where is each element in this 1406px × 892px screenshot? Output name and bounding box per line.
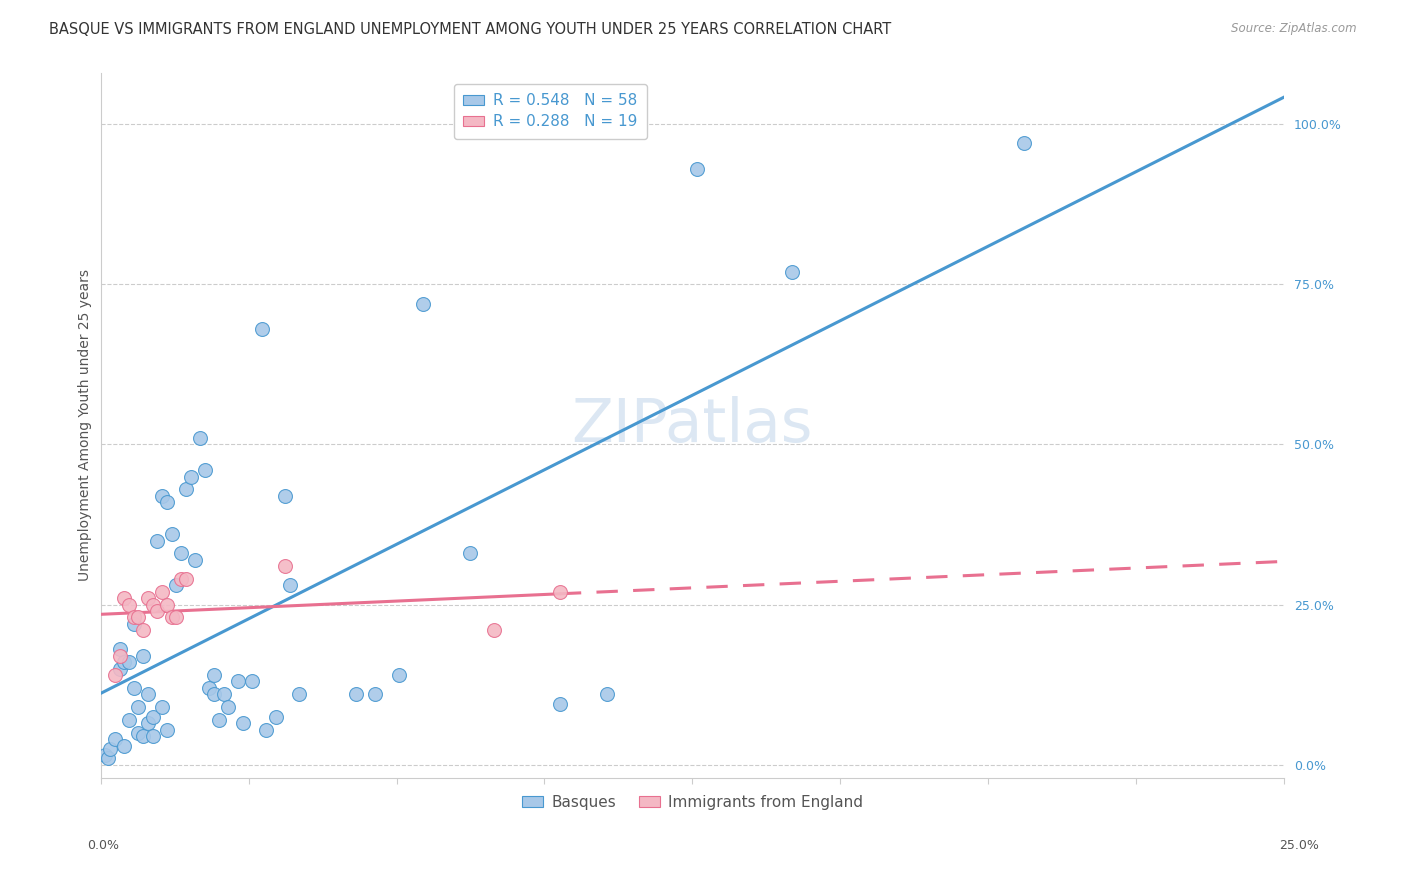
Point [548, 584, 571, 599]
Legend: Basques, Immigrants from England: Basques, Immigrants from England [516, 789, 869, 815]
Point [170, 546, 193, 560]
Point [278, 578, 301, 592]
Point [112, 591, 135, 606]
Text: 0.0%: 0.0% [87, 839, 120, 852]
Point [232, 716, 254, 731]
Point [156, 495, 179, 509]
Point [108, 648, 131, 663]
Point [780, 264, 803, 278]
Point [165, 578, 187, 592]
Point [208, 713, 231, 727]
Point [146, 533, 169, 548]
Point [174, 572, 197, 586]
Point [1012, 136, 1035, 151]
Point [344, 687, 367, 701]
Point [142, 598, 165, 612]
Point [146, 604, 169, 618]
Point [104, 668, 127, 682]
Point [112, 739, 135, 753]
Point [127, 725, 149, 739]
Text: 25.0%: 25.0% [1279, 839, 1319, 852]
Point [142, 709, 165, 723]
Point [136, 716, 159, 731]
Point [122, 610, 145, 624]
Point [112, 655, 135, 669]
Point [160, 527, 183, 541]
Point [174, 483, 197, 497]
Point [180, 469, 202, 483]
Point [132, 624, 155, 638]
Point [288, 687, 311, 701]
Point [217, 700, 239, 714]
Point [412, 296, 434, 310]
Text: ZIPatlas: ZIPatlas [572, 396, 813, 455]
Point [122, 681, 145, 695]
Point [132, 729, 155, 743]
Point [250, 322, 273, 336]
Point [254, 723, 277, 737]
Point [226, 674, 249, 689]
Point [156, 723, 179, 737]
Point [118, 598, 141, 612]
Y-axis label: Unemployment Among Youth under 25 years: Unemployment Among Youth under 25 years [79, 269, 93, 582]
Point [188, 431, 211, 445]
Point [274, 559, 297, 574]
Point [108, 662, 131, 676]
Text: BASQUE VS IMMIGRANTS FROM ENGLAND UNEMPLOYMENT AMONG YOUTH UNDER 25 YEARS CORREL: BASQUE VS IMMIGRANTS FROM ENGLAND UNEMPL… [49, 22, 891, 37]
Point [364, 687, 387, 701]
Point [98, 741, 121, 756]
Point [274, 489, 297, 503]
Point [97, 751, 120, 765]
Point [596, 687, 619, 701]
Point [136, 591, 159, 606]
Point [150, 700, 173, 714]
Point [108, 642, 131, 657]
Point [142, 729, 165, 743]
Point [458, 546, 481, 560]
Point [198, 681, 221, 695]
Point [264, 709, 287, 723]
Point [132, 648, 155, 663]
Point [482, 624, 505, 638]
Point [94, 748, 117, 763]
Point [127, 610, 149, 624]
Point [127, 700, 149, 714]
Point [118, 713, 141, 727]
Point [202, 687, 225, 701]
Point [202, 668, 225, 682]
Point [122, 616, 145, 631]
Point [165, 610, 187, 624]
Point [170, 572, 193, 586]
Point [686, 162, 709, 177]
Point [104, 732, 127, 747]
Point [240, 674, 263, 689]
Point [194, 463, 217, 477]
Point [160, 610, 183, 624]
Point [388, 668, 411, 682]
Point [156, 598, 179, 612]
Text: Source: ZipAtlas.com: Source: ZipAtlas.com [1232, 22, 1357, 36]
Point [184, 553, 207, 567]
Point [212, 687, 235, 701]
Point [150, 584, 173, 599]
Point [118, 655, 141, 669]
Point [136, 687, 159, 701]
Point [150, 489, 173, 503]
Point [548, 697, 571, 711]
